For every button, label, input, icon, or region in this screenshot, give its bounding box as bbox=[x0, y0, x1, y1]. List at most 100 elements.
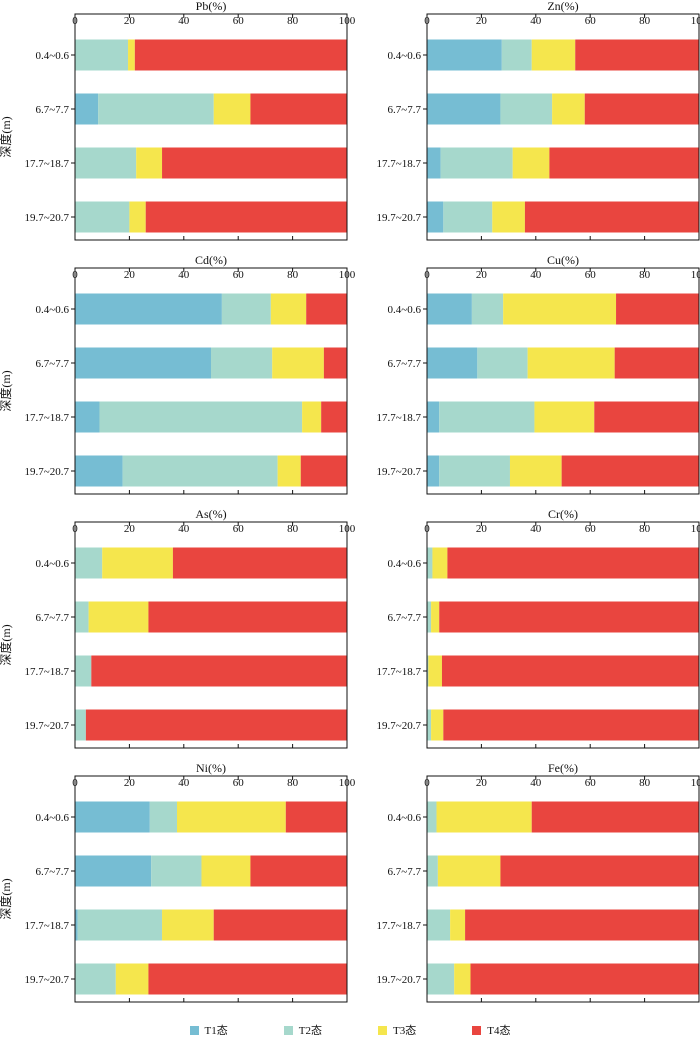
bar-segment-fe-2-t4 bbox=[500, 855, 699, 887]
x-tick-label: 40 bbox=[178, 523, 190, 535]
bar-segment-cr-4-t3 bbox=[431, 709, 444, 741]
bar-segment-pb-4-t4 bbox=[145, 201, 347, 233]
panel-cd: Cd(%) 0.4~0.6 6.7~7.7 17.7~18.7 19.7~20.7 0 20… bbox=[0, 253, 356, 495]
y-tick-label: 6.7~7.7 bbox=[36, 612, 70, 624]
panel-title: Fe(%) bbox=[548, 761, 578, 775]
bar-segment-cu-3-t1 bbox=[427, 401, 440, 433]
bar-segment-pb-2-t4 bbox=[250, 93, 347, 125]
bar-segment-zn-2-t1 bbox=[427, 93, 501, 125]
y-axis-label: 深度(m) bbox=[0, 116, 13, 157]
bar-segment-ni-3-t1 bbox=[75, 909, 78, 941]
legend-swatch-t3 bbox=[378, 1025, 387, 1035]
x-tick-label: 100 bbox=[339, 269, 356, 281]
bar-segment-cu-4-t1 bbox=[427, 455, 440, 487]
bar-segment-pb-1-t4 bbox=[134, 39, 347, 71]
x-tick-label: 0 bbox=[72, 269, 78, 281]
x-tick-label: 40 bbox=[530, 523, 542, 535]
x-tick-label: 20 bbox=[476, 523, 488, 535]
bar-segment-cd-2-t1 bbox=[75, 347, 211, 379]
bar-segment-zn-3-t1 bbox=[427, 147, 441, 179]
bar-segment-fe-3-t3 bbox=[450, 909, 466, 941]
x-tick-label: 60 bbox=[585, 269, 597, 281]
bar-segment-cd-4-t3 bbox=[277, 455, 301, 487]
bar-segment-as-1-t4 bbox=[172, 547, 347, 579]
y-tick-label: 0.4~0.6 bbox=[388, 304, 422, 316]
bar-segment-pb-4-t2 bbox=[75, 201, 130, 233]
plot-frame bbox=[426, 775, 700, 1003]
bar-segment-cu-3-t2 bbox=[439, 401, 535, 433]
x-tick-label: 80 bbox=[639, 523, 651, 535]
bar-segment-as-3-t4 bbox=[91, 655, 347, 687]
panel-cu: Cu(%) 0.4~0.6 6.7~7.7 17.7~18.7 19.7~20.7 0 20… bbox=[377, 253, 700, 495]
x-tick-label: 80 bbox=[287, 15, 299, 27]
bar-segment-ni-3-t3 bbox=[162, 909, 214, 941]
x-tick-label: 60 bbox=[233, 523, 245, 535]
legend-item-t2: T2态 bbox=[283, 1022, 322, 1038]
bar-segment-cd-4-t4 bbox=[300, 455, 347, 487]
x-tick-label: 20 bbox=[124, 15, 136, 27]
x-tick-label: 100 bbox=[691, 523, 700, 535]
x-tick-label: 80 bbox=[287, 777, 299, 789]
legend-label-t2: T2态 bbox=[298, 1025, 322, 1037]
x-tick-label: 60 bbox=[585, 523, 597, 535]
bar-segment-cr-1-t3 bbox=[432, 547, 448, 579]
y-tick-label: 17.7~18.7 bbox=[377, 412, 422, 424]
y-tick-label: 0.4~0.6 bbox=[36, 558, 70, 570]
bar-segment-pb-2-t1 bbox=[75, 93, 99, 125]
bar-segment-cd-3-t1 bbox=[75, 401, 100, 433]
y-tick-label: 19.7~20.7 bbox=[377, 212, 422, 224]
bar-segment-ni-1-t3 bbox=[177, 801, 286, 833]
plot-frame bbox=[426, 521, 700, 749]
bar-segment-cu-3-t4 bbox=[594, 401, 699, 433]
y-axis-label: 深度(m) bbox=[0, 370, 13, 411]
x-tick-label: 0 bbox=[424, 777, 430, 789]
x-tick-label: 20 bbox=[476, 777, 488, 789]
bar-segment-zn-2-t4 bbox=[584, 93, 699, 125]
bar-segment-ni-2-t3 bbox=[201, 855, 251, 887]
legend-item-t4: T4态 bbox=[472, 1022, 510, 1038]
x-tick-label: 80 bbox=[287, 269, 299, 281]
bar-segment-cd-2-t2 bbox=[211, 347, 273, 379]
bar-segment-cu-1-t3 bbox=[503, 293, 617, 325]
x-tick-label: 60 bbox=[233, 15, 245, 27]
bar-segment-cu-3-t3 bbox=[534, 401, 595, 433]
panel-title: As(%) bbox=[195, 507, 226, 521]
y-tick-label: 6.7~7.7 bbox=[388, 104, 422, 116]
panel-title: Pb(%) bbox=[196, 0, 227, 13]
bar-segment-pb-3-t4 bbox=[162, 147, 347, 179]
bar-segment-cd-1-t2 bbox=[221, 293, 271, 325]
bar-segment-zn-4-t3 bbox=[492, 201, 525, 233]
y-tick-label: 17.7~18.7 bbox=[25, 158, 70, 170]
x-tick-label: 40 bbox=[178, 15, 190, 27]
x-tick-label: 100 bbox=[691, 777, 700, 789]
bar-segment-pb-1-t2 bbox=[75, 39, 129, 71]
panel-title: Zn(%) bbox=[547, 0, 578, 13]
legend-swatch-t4 bbox=[472, 1025, 482, 1035]
bar-segment-cr-2-t2 bbox=[427, 601, 432, 633]
bar-segment-cr-4-t4 bbox=[443, 709, 699, 741]
bar-segment-cu-2-t1 bbox=[427, 347, 478, 379]
x-tick-label: 100 bbox=[339, 15, 356, 27]
bar-segment-cd-4-t2 bbox=[122, 455, 278, 487]
bar-segment-fe-3-t4 bbox=[465, 909, 699, 941]
x-tick-label: 20 bbox=[124, 269, 136, 281]
legend-label-t3: T3态 bbox=[393, 1025, 417, 1037]
bar-segment-fe-2-t3 bbox=[437, 855, 501, 887]
bar-segment-ni-4-t3 bbox=[115, 963, 149, 995]
bar-segment-ni-3-t2 bbox=[77, 909, 163, 941]
x-tick-label: 100 bbox=[339, 523, 356, 535]
bar-segment-ni-4-t2 bbox=[75, 963, 116, 995]
y-tick-label: 6.7~7.7 bbox=[36, 104, 70, 116]
bar-segment-fe-3-t2 bbox=[427, 909, 451, 941]
bar-segment-cr-1-t4 bbox=[447, 547, 699, 579]
panel-title: Cd(%) bbox=[195, 253, 227, 267]
plot-frame bbox=[74, 267, 348, 495]
x-tick-label: 0 bbox=[72, 15, 78, 27]
x-tick-label: 60 bbox=[233, 269, 245, 281]
bar-segment-pb-2-t3 bbox=[213, 93, 251, 125]
bar-segment-cu-2-t3 bbox=[527, 347, 615, 379]
y-tick-label: 0.4~0.6 bbox=[388, 50, 422, 62]
y-tick-label: 19.7~20.7 bbox=[25, 974, 70, 986]
plot-frame bbox=[74, 521, 348, 749]
